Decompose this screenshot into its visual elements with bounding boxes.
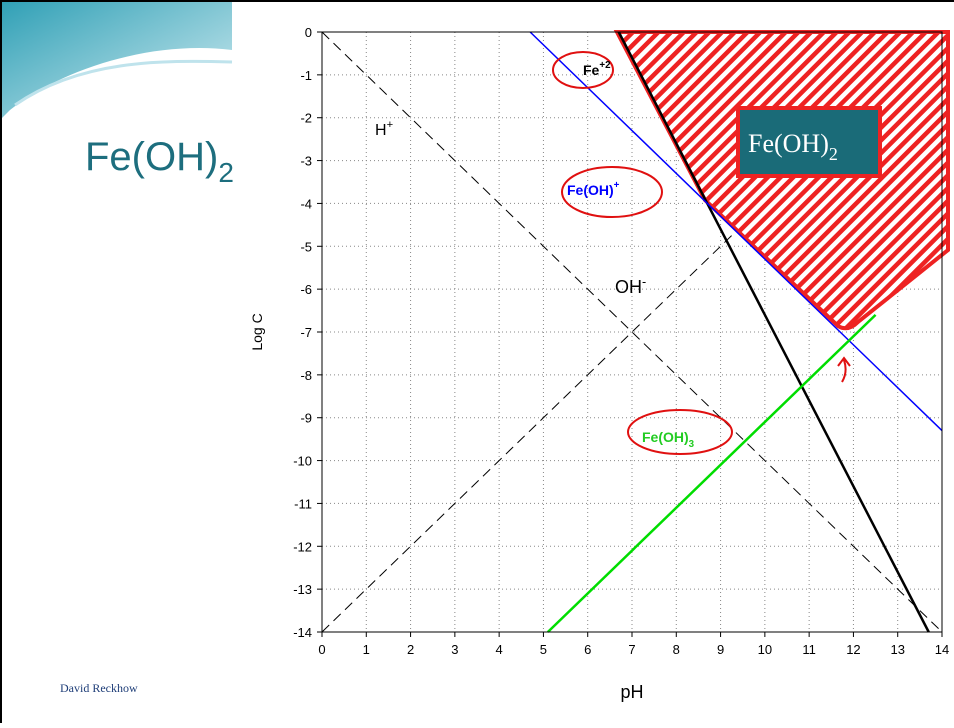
- series-label-sup: -: [642, 275, 646, 289]
- series-label-text: H: [375, 122, 387, 139]
- series-label-sup: +: [614, 180, 620, 191]
- series-label-sup: +: [387, 119, 394, 131]
- x-tick-label: 4: [496, 642, 503, 657]
- annotation-circle: [627, 409, 733, 455]
- x-tick-label: 2: [407, 642, 414, 657]
- x-axis-label: pH: [620, 682, 643, 702]
- y-tick-label: -3: [300, 154, 312, 169]
- y-tick-label: 0: [305, 25, 312, 40]
- y-tick-label: -1: [300, 68, 312, 83]
- series-line: [529, 31, 943, 432]
- y-axis-label: Log C: [249, 313, 265, 350]
- series-label: H+: [375, 119, 393, 139]
- y-tick-label: -10: [293, 454, 312, 469]
- footer: David Reckhow: [60, 681, 138, 695]
- y-tick-label: -12: [293, 539, 312, 554]
- series-label-sup: +2: [599, 60, 611, 71]
- x-tick-label: 0: [318, 642, 325, 657]
- x-tick-label: 3: [451, 642, 458, 657]
- x-tick-label: 14: [935, 642, 949, 657]
- x-tick-label: 12: [846, 642, 860, 657]
- annotation-circle: [561, 166, 663, 218]
- annotation-circle: [552, 51, 614, 89]
- region-box: [736, 106, 882, 178]
- decoration: [14, 59, 233, 107]
- x-tick-label: 9: [717, 642, 724, 657]
- y-tick-label: -8: [300, 368, 312, 383]
- series-label: Fe(OH)3: [642, 429, 695, 450]
- y-tick-label: -13: [293, 582, 312, 597]
- series-label-text: Fe: [583, 62, 600, 78]
- x-tick-label: 8: [673, 642, 680, 657]
- slide-title: Fe(OH)2: [85, 135, 234, 188]
- x-tick-label: 1: [363, 642, 370, 657]
- plot-frame: [321, 31, 943, 633]
- series-label-text: OH: [615, 277, 642, 297]
- series-line: [546, 313, 877, 633]
- x-tick-label: 7: [628, 642, 635, 657]
- x-tick-label: 10: [758, 642, 772, 657]
- x-tick-label: 13: [890, 642, 904, 657]
- y-tick-label: -4: [300, 196, 312, 211]
- x-tick-label: 6: [584, 642, 591, 657]
- y-tick-label: -14: [293, 625, 312, 640]
- plot: 0 1 2 3 4 5 6 7 8 9 10 11 12 13 140-1-2-3-4-5-6-7-8-9-…: [249, 25, 950, 702]
- region-label-text: Fe(OH): [748, 129, 829, 158]
- region-label-sub: 2: [829, 144, 838, 164]
- series-label-text: Fe(OH): [567, 182, 614, 198]
- slide-title-sub: 2: [218, 157, 234, 188]
- series-label: Fe+2: [583, 60, 611, 78]
- x-tick-label: 11: [802, 642, 816, 657]
- series-label-sub: 3: [689, 439, 695, 450]
- slide-title-text: Fe(OH): [85, 135, 218, 179]
- y-tick-label: -2: [300, 111, 312, 126]
- y-tick-label: -6: [300, 282, 312, 297]
- annotation-arrow: [837, 356, 851, 383]
- region-label: Fe(OH)2: [748, 129, 838, 164]
- series-label: Fe(OH)+: [567, 180, 620, 198]
- x-tick-label: 5: [540, 642, 547, 657]
- y-tick-label: -11: [294, 496, 312, 511]
- series-label-text: Fe(OH): [642, 429, 689, 445]
- y-tick-label: -5: [300, 239, 312, 254]
- series-label: OH-: [615, 275, 646, 297]
- y-tick-label: -9: [300, 411, 312, 426]
- decoration: [0, 0, 232, 120]
- y-tick-label: -7: [300, 325, 312, 340]
- series-line: [617, 31, 930, 633]
